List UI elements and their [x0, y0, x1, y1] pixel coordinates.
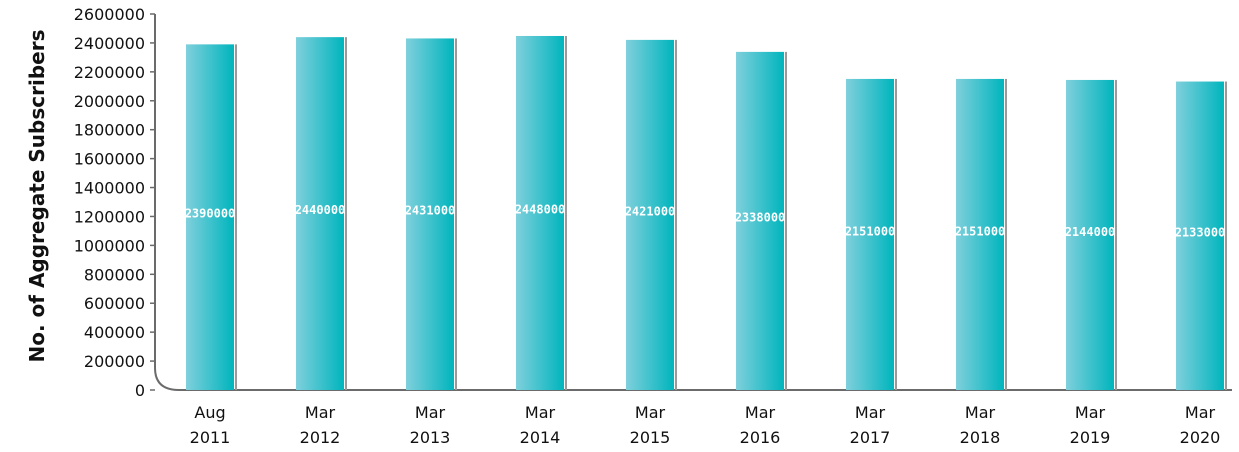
y-tick-label: 1000000	[74, 236, 145, 255]
bar-shadow	[675, 39, 677, 390]
y-tick-label: 2400000	[74, 34, 145, 53]
y-tick-label: 800000	[84, 265, 145, 284]
bar-shadow	[1115, 79, 1117, 391]
bar	[736, 51, 784, 391]
bar-group: 2440000	[295, 37, 347, 391]
bar-value-label: 2151000	[845, 224, 896, 238]
y-tick-label: 0	[135, 381, 145, 400]
y-tick-label: 400000	[84, 323, 145, 342]
y-tick-label: 1400000	[74, 179, 145, 198]
bar-shadow	[235, 44, 237, 390]
y-tick-label: 2600000	[74, 5, 145, 24]
bar-value-label: 2338000	[735, 211, 786, 225]
x-category-label-line1: Mar	[305, 403, 336, 422]
bar-group: 2133000	[1175, 81, 1227, 390]
y-axis-title: No. of Aggregate Subscribers	[25, 30, 49, 363]
y-tick-label: 600000	[84, 294, 145, 313]
bar-shadow	[455, 38, 457, 390]
axis-line	[154, 14, 1232, 391]
bar	[1066, 79, 1114, 391]
x-category-label-line1: Mar	[1185, 403, 1216, 422]
y-tick-label: 2000000	[74, 92, 145, 111]
bar-shadow	[345, 37, 347, 391]
bar-group: 2338000	[735, 51, 787, 391]
bar	[186, 44, 234, 390]
bar	[1176, 81, 1224, 390]
bar-shadow	[1225, 81, 1227, 390]
x-category-label-line2: 2018	[960, 428, 1001, 447]
x-category-label-line1: Mar	[525, 403, 556, 422]
y-tick-label: 2200000	[74, 63, 145, 82]
x-category-label-line1: Mar	[745, 403, 776, 422]
bar	[296, 37, 344, 391]
bar-shadow	[785, 51, 787, 391]
y-tick-label: 200000	[84, 352, 145, 371]
bar-group: 2448000	[515, 35, 567, 390]
x-category-label-line1: Mar	[635, 403, 666, 422]
x-category-label-line2: 2019	[1070, 428, 1111, 447]
axes	[154, 14, 1232, 391]
bar-value-label: 2151000	[955, 224, 1006, 238]
bar-value-label: 2431000	[405, 204, 456, 218]
y-tick-label: 1800000	[74, 121, 145, 140]
x-category-label-line2: 2016	[740, 428, 781, 447]
y-tick-label: 1600000	[74, 150, 145, 169]
bar-value-label: 2390000	[185, 207, 236, 221]
x-category-label-line1: Aug	[194, 403, 225, 422]
bar-group: 2390000	[185, 44, 237, 390]
y-axis-ticks: 0 200000 400000 600000 800000 1000000 1200000 1…	[74, 5, 155, 400]
x-category-label-line2: 2020	[1180, 428, 1221, 447]
bar-group: 2151000	[955, 78, 1007, 390]
bar-value-label: 2440000	[295, 203, 346, 217]
bar	[846, 78, 894, 390]
bar	[406, 38, 454, 390]
x-axis-categories: Aug 2011 Mar 2012 Mar 2013 Mar 2014 Mar 2015 Mar 20…	[190, 403, 1221, 447]
bar	[516, 35, 564, 390]
bar-shadow	[1005, 78, 1007, 390]
x-category-label-line1: Mar	[1075, 403, 1106, 422]
bar	[956, 78, 1004, 390]
x-category-label-line2: 2012	[300, 428, 341, 447]
x-category-label-line2: 2015	[630, 428, 671, 447]
x-category-label-line1: Mar	[415, 403, 446, 422]
x-category-label-line2: 2011	[190, 428, 231, 447]
y-tick-label: 1200000	[74, 207, 145, 226]
bar-value-label: 2421000	[625, 204, 676, 218]
bar-value-label: 2133000	[1175, 226, 1226, 240]
x-category-label-line1: Mar	[965, 403, 996, 422]
bar-group: 2144000	[1065, 79, 1117, 391]
bar-value-label: 2448000	[515, 202, 566, 216]
bars: 2390000 2440000 2431000 2448000 2421000 23380…	[185, 35, 1227, 391]
bar-group: 2151000	[845, 78, 897, 390]
bar-shadow	[895, 78, 897, 390]
bar-shadow	[565, 35, 567, 390]
bar-value-label: 2144000	[1065, 225, 1116, 239]
x-category-label-line2: 2017	[850, 428, 891, 447]
bar	[626, 39, 674, 390]
bar-group: 2431000	[405, 38, 457, 390]
x-category-label-line2: 2013	[410, 428, 451, 447]
x-category-label-line2: 2014	[520, 428, 561, 447]
bar-group: 2421000	[625, 39, 677, 390]
x-category-label-line1: Mar	[855, 403, 886, 422]
